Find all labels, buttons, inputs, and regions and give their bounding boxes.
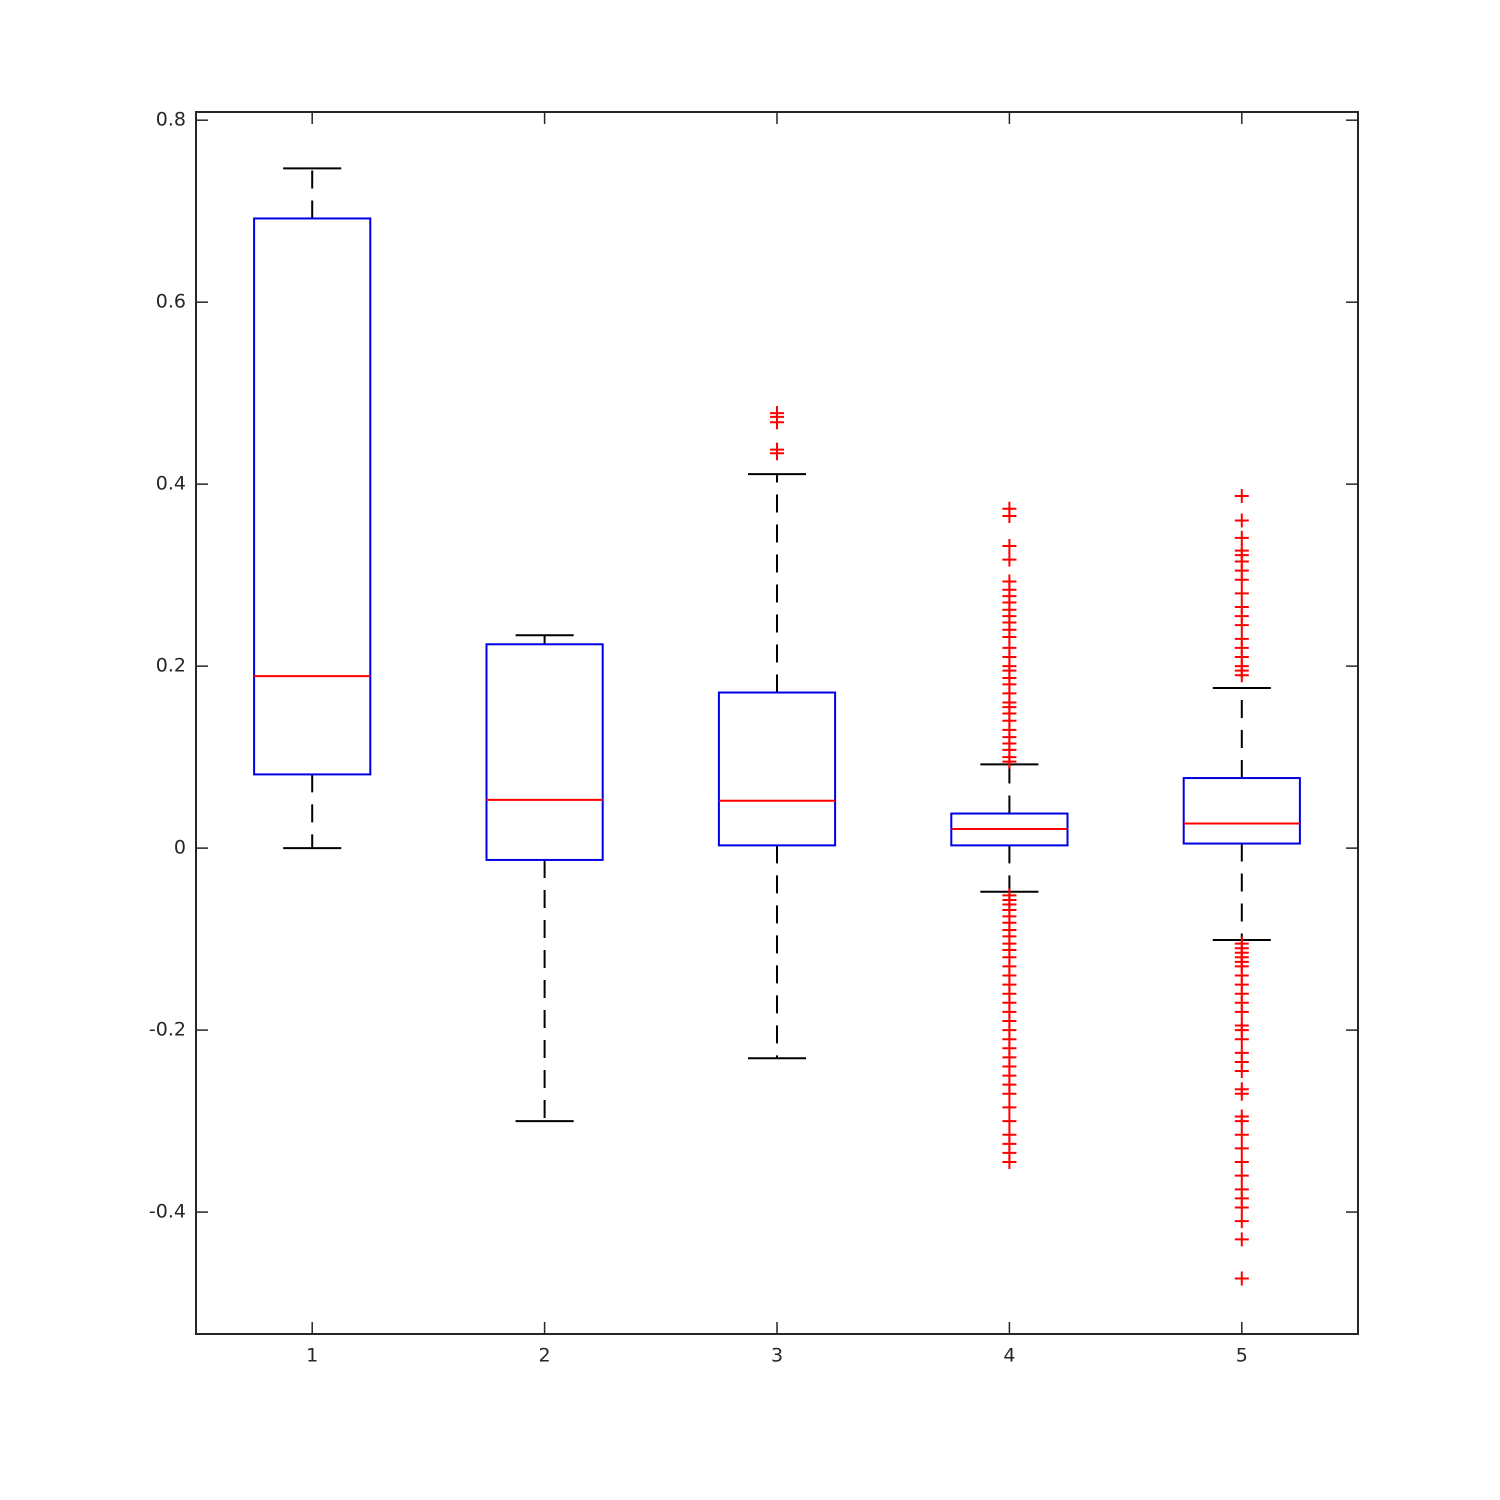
outlier: [770, 446, 784, 461]
x-tick-label: 2: [539, 1345, 551, 1367]
outlier: [1002, 539, 1017, 554]
axes-frame: [195, 111, 1359, 1335]
outlier: [1234, 572, 1249, 587]
outlier: [1234, 1114, 1249, 1129]
outlier: [770, 415, 784, 430]
outlier: [1234, 1271, 1249, 1286]
x-tick-label: 5: [1236, 1345, 1248, 1367]
outlier: [1234, 1064, 1249, 1079]
y-tick-label: 0.2: [156, 655, 186, 677]
outlier: [1234, 618, 1249, 633]
outlier: [1234, 1141, 1249, 1156]
box: [717, 691, 837, 847]
outlier: [1002, 552, 1017, 567]
outlier: [1002, 508, 1017, 523]
outlier: [1234, 530, 1249, 545]
x-tick-label: 4: [1003, 1345, 1015, 1367]
outlier: [1234, 1127, 1249, 1142]
outlier: [1002, 754, 1017, 769]
box: [253, 217, 372, 776]
x-tick-label: 1: [306, 1345, 318, 1367]
outlier: [1002, 1086, 1017, 1101]
outlier: [1002, 1100, 1017, 1115]
y-tick-label: 0.8: [156, 109, 186, 131]
outlier: [1234, 1200, 1249, 1215]
outlier: [1234, 1168, 1249, 1183]
outlier: [1234, 1155, 1249, 1170]
outlier: [1234, 513, 1249, 528]
x-tick-label: 3: [771, 1345, 783, 1367]
outlier: [1002, 1114, 1017, 1129]
outlier: [1002, 1155, 1017, 1170]
outlier: [1234, 488, 1249, 503]
outlier: [1234, 586, 1249, 601]
outlier: [1234, 668, 1249, 683]
y-tick-label: -0.2: [149, 1019, 186, 1041]
y-tick-label: 0.4: [156, 473, 186, 495]
outlier: [1234, 1232, 1249, 1247]
y-tick-label: 0: [174, 837, 186, 859]
box: [1182, 777, 1301, 845]
outlier: [1234, 1032, 1249, 1047]
outlier: [1234, 1086, 1249, 1101]
outlier: [1234, 1214, 1249, 1229]
y-tick-label: 0.6: [156, 291, 186, 313]
box: [485, 643, 604, 861]
outlier: [1234, 1004, 1249, 1019]
y-tick-label: -0.4: [149, 1201, 186, 1223]
